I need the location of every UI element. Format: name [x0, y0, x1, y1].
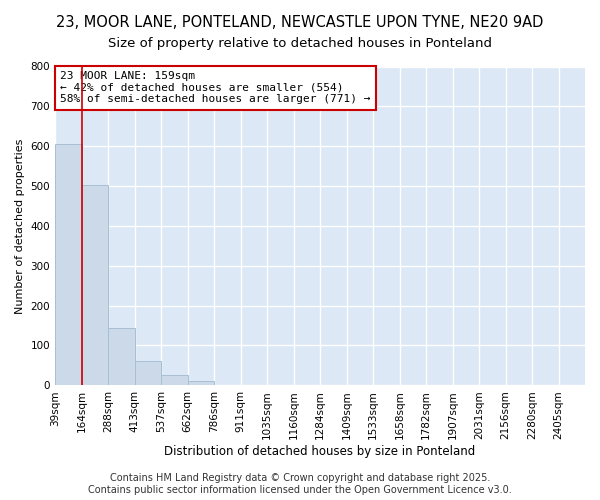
Text: 23 MOOR LANE: 159sqm
← 42% of detached houses are smaller (554)
58% of semi-deta: 23 MOOR LANE: 159sqm ← 42% of detached h… [61, 72, 371, 104]
Y-axis label: Number of detached properties: Number of detached properties [15, 138, 25, 314]
Bar [55, 144, 82, 386]
Bar [108, 328, 134, 386]
Bar [161, 374, 188, 386]
Bar [188, 382, 214, 386]
Text: Contains HM Land Registry data © Crown copyright and database right 2025.
Contai: Contains HM Land Registry data © Crown c… [88, 474, 512, 495]
X-axis label: Distribution of detached houses by size in Ponteland: Distribution of detached houses by size … [164, 444, 476, 458]
Text: 23, MOOR LANE, PONTELAND, NEWCASTLE UPON TYNE, NE20 9AD: 23, MOOR LANE, PONTELAND, NEWCASTLE UPON… [56, 15, 544, 30]
Bar [134, 362, 161, 386]
Text: Size of property relative to detached houses in Ponteland: Size of property relative to detached ho… [108, 38, 492, 51]
Bar [82, 185, 108, 386]
